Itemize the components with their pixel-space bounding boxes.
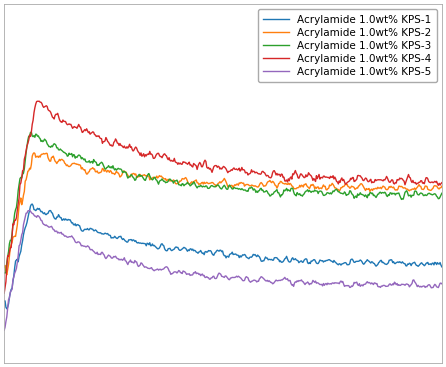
Acrylamide 1.0wt% KPS-1 (240, 252, 245, 257)
Acrylamide 1.0wt% KPS-3 (239, 186, 244, 191)
Acrylamide 1.0wt% KPS-2 (264, 182, 269, 187)
Acrylamide 1.0wt% KPS-2 (439, 184, 445, 188)
Acrylamide 1.0wt% KPS-5 (210, 274, 215, 279)
Line: Acrylamide 1.0wt% KPS-4: Acrylamide 1.0wt% KPS-4 (4, 101, 442, 293)
Acrylamide 1.0wt% KPS-4 (239, 165, 244, 170)
Acrylamide 1.0wt% KPS-1 (439, 265, 445, 269)
Acrylamide 1.0wt% KPS-5 (439, 281, 445, 286)
Acrylamide 1.0wt% KPS-3 (439, 191, 445, 196)
Acrylamide 1.0wt% KPS-1 (430, 261, 436, 265)
Acrylamide 1.0wt% KPS-1 (264, 256, 269, 260)
Acrylamide 1.0wt% KPS-4 (263, 172, 268, 177)
Acrylamide 1.0wt% KPS-3 (29, 130, 34, 134)
Acrylamide 1.0wt% KPS-1 (214, 249, 219, 253)
Legend: Acrylamide 1.0wt% KPS-1, Acrylamide 1.0wt% KPS-2, Acrylamide 1.0wt% KPS-3, Acryl: Acrylamide 1.0wt% KPS-1, Acrylamide 1.0w… (258, 10, 437, 82)
Acrylamide 1.0wt% KPS-1 (4, 307, 9, 311)
Line: Acrylamide 1.0wt% KPS-5: Acrylamide 1.0wt% KPS-5 (4, 211, 442, 330)
Acrylamide 1.0wt% KPS-3 (361, 193, 367, 197)
Line: Acrylamide 1.0wt% KPS-1: Acrylamide 1.0wt% KPS-1 (4, 204, 442, 309)
Acrylamide 1.0wt% KPS-2 (1, 265, 7, 269)
Acrylamide 1.0wt% KPS-1 (1, 299, 7, 303)
Acrylamide 1.0wt% KPS-2 (211, 182, 216, 186)
Acrylamide 1.0wt% KPS-3 (429, 193, 435, 197)
Acrylamide 1.0wt% KPS-2 (31, 150, 37, 155)
Acrylamide 1.0wt% KPS-2 (362, 187, 368, 191)
Acrylamide 1.0wt% KPS-5 (263, 279, 268, 283)
Acrylamide 1.0wt% KPS-5 (213, 276, 218, 281)
Acrylamide 1.0wt% KPS-2 (4, 273, 9, 277)
Acrylamide 1.0wt% KPS-4 (1, 291, 7, 295)
Acrylamide 1.0wt% KPS-3 (210, 184, 215, 188)
Acrylamide 1.0wt% KPS-3 (1, 271, 7, 275)
Acrylamide 1.0wt% KPS-4 (361, 178, 367, 183)
Acrylamide 1.0wt% KPS-5 (361, 282, 367, 287)
Acrylamide 1.0wt% KPS-1 (362, 261, 368, 265)
Acrylamide 1.0wt% KPS-5 (429, 286, 435, 290)
Acrylamide 1.0wt% KPS-5 (239, 277, 244, 282)
Line: Acrylamide 1.0wt% KPS-3: Acrylamide 1.0wt% KPS-3 (4, 132, 442, 273)
Acrylamide 1.0wt% KPS-4 (37, 99, 42, 103)
Acrylamide 1.0wt% KPS-4 (439, 181, 445, 185)
Acrylamide 1.0wt% KPS-4 (429, 180, 435, 184)
Acrylamide 1.0wt% KPS-3 (213, 185, 218, 189)
Acrylamide 1.0wt% KPS-5 (27, 208, 32, 213)
Acrylamide 1.0wt% KPS-2 (240, 181, 245, 186)
Acrylamide 1.0wt% KPS-1 (29, 202, 35, 206)
Acrylamide 1.0wt% KPS-2 (430, 186, 436, 190)
Acrylamide 1.0wt% KPS-2 (214, 184, 219, 189)
Acrylamide 1.0wt% KPS-1 (211, 253, 216, 258)
Acrylamide 1.0wt% KPS-5 (1, 328, 7, 333)
Line: Acrylamide 1.0wt% KPS-2: Acrylamide 1.0wt% KPS-2 (4, 153, 442, 275)
Acrylamide 1.0wt% KPS-4 (213, 163, 218, 168)
Acrylamide 1.0wt% KPS-3 (263, 189, 268, 194)
Acrylamide 1.0wt% KPS-4 (210, 167, 215, 172)
